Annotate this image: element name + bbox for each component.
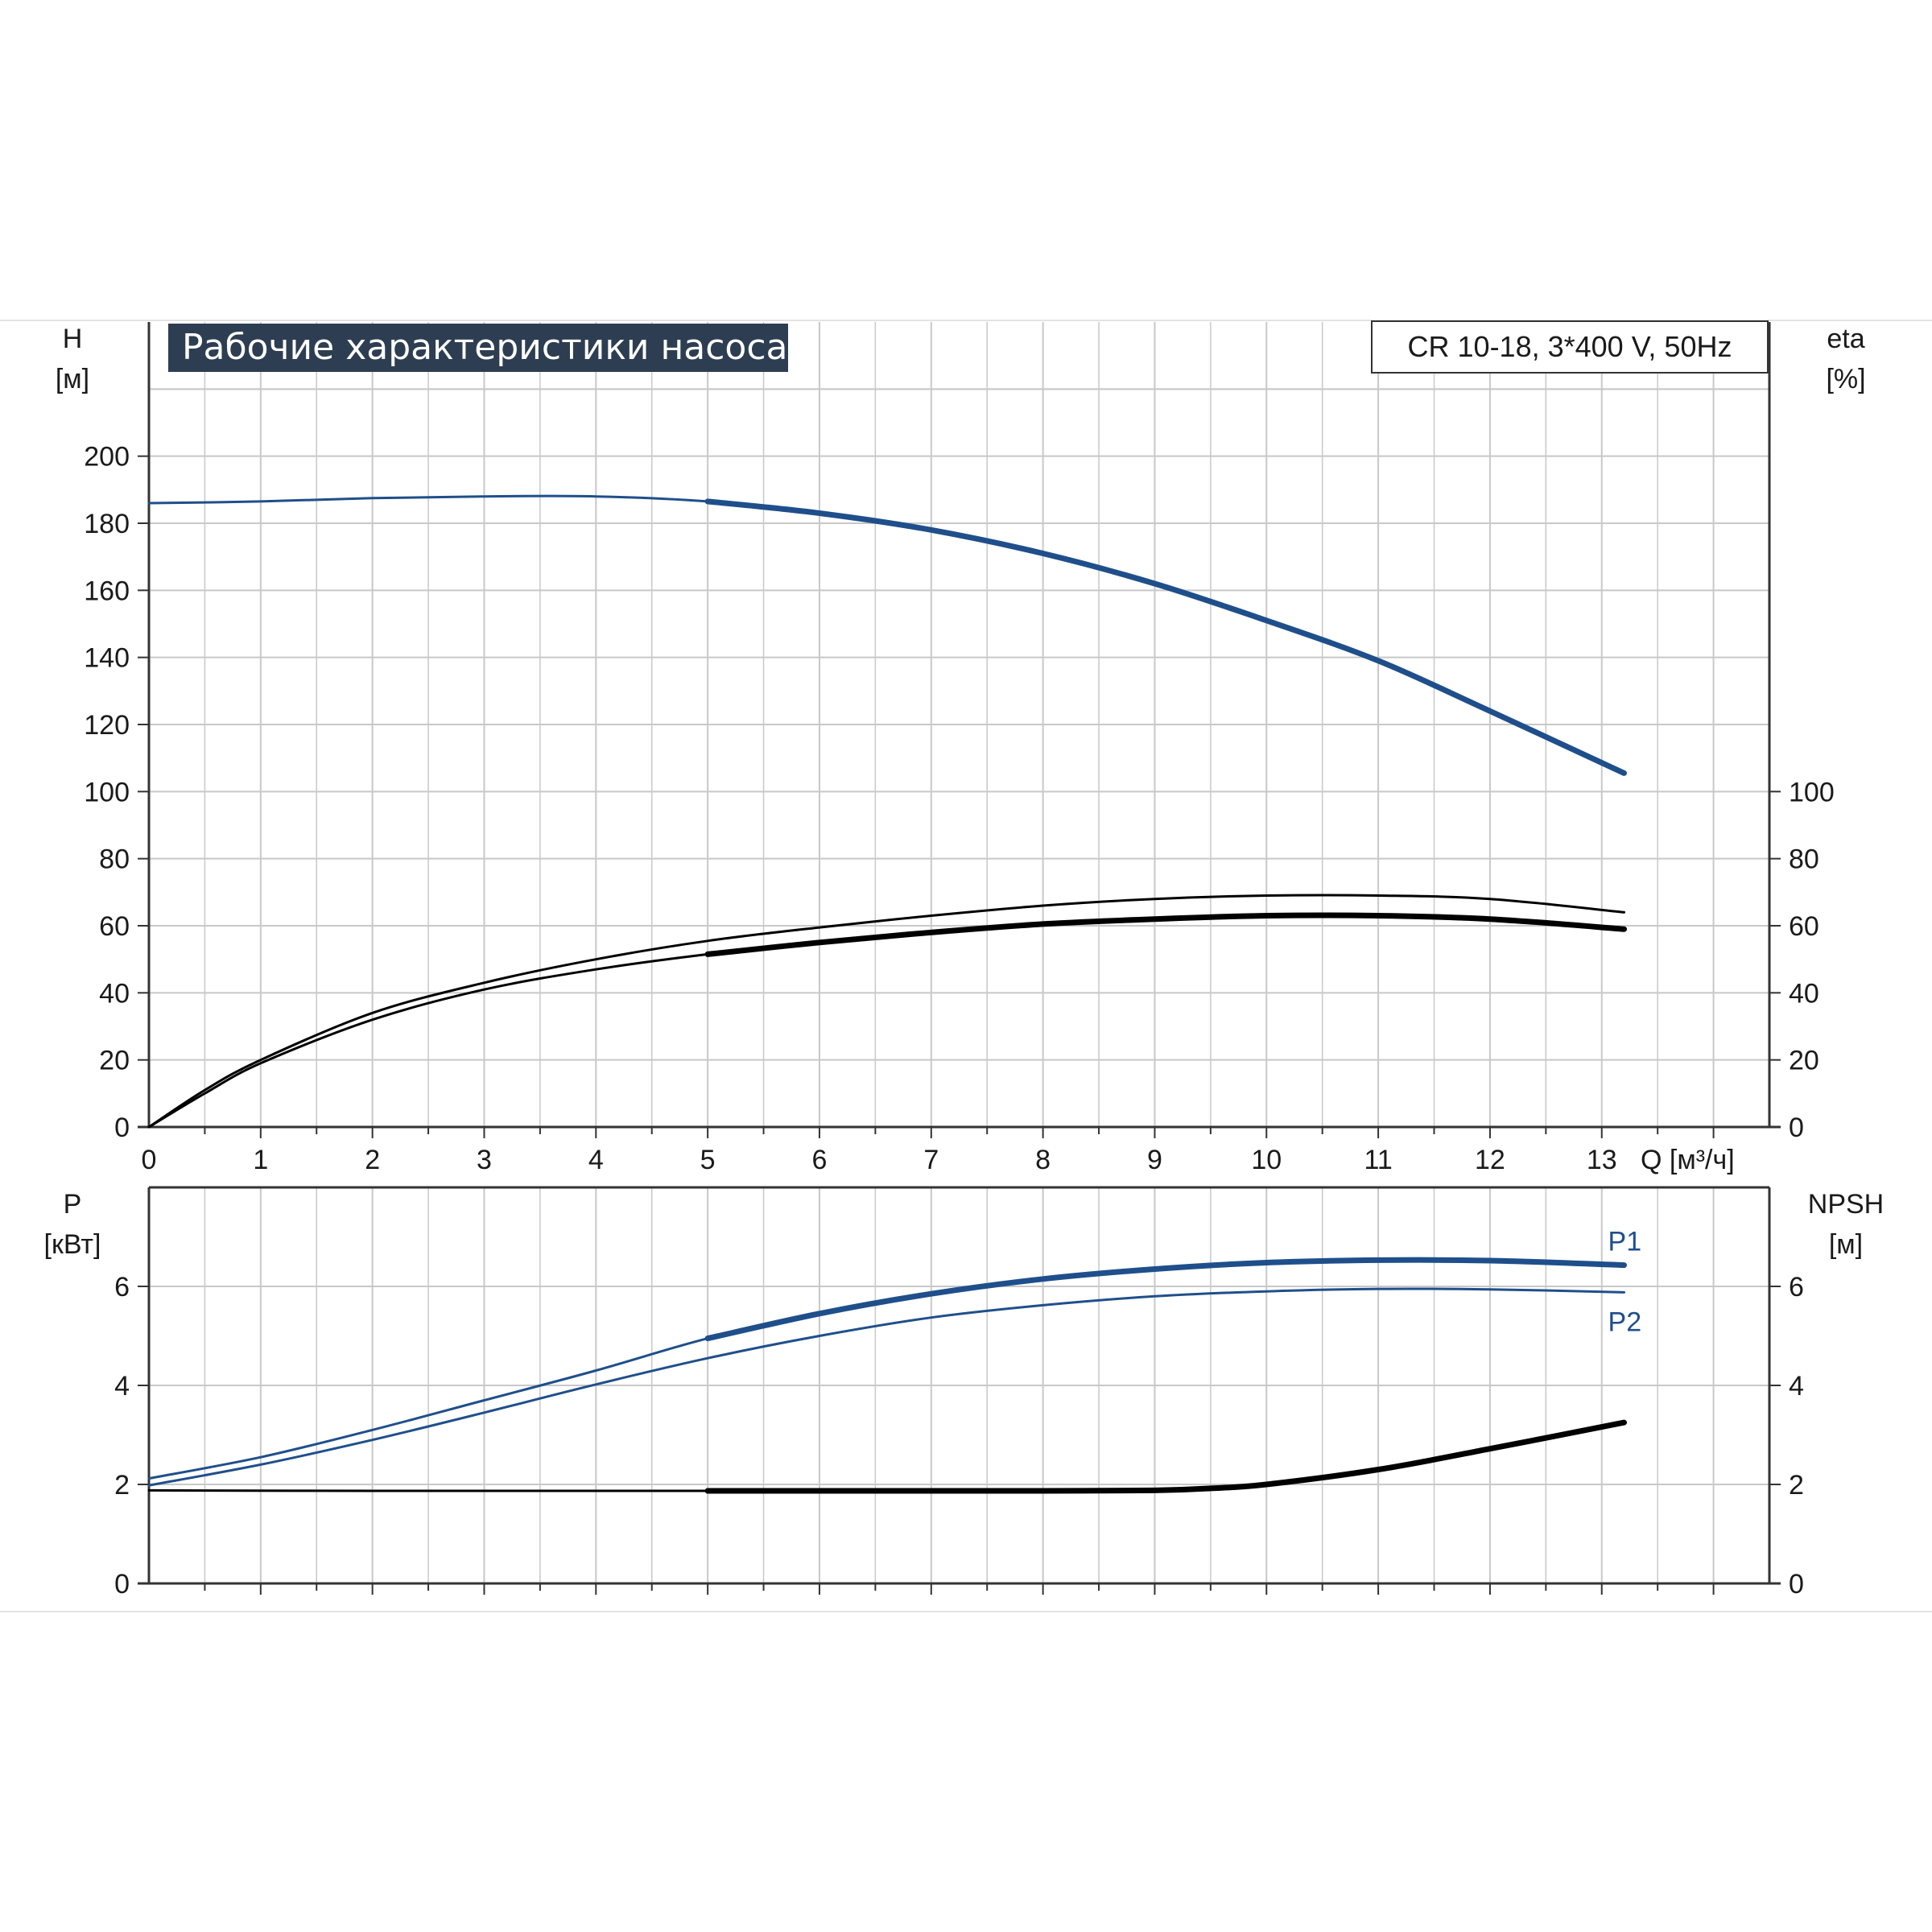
- y-right-tick-label: 80: [1789, 844, 1819, 875]
- series-line-duty-range: [704, 1419, 1627, 1494]
- y-right-axis-unit: [%]: [1826, 364, 1865, 394]
- y-left-tick-label: 160: [84, 576, 130, 606]
- y-left-axis-title: P: [64, 1189, 82, 1220]
- y-right-tick-label: 4: [1789, 1371, 1804, 1402]
- series-line: [147, 1258, 1625, 1480]
- x-tick-label: 0: [142, 1145, 157, 1175]
- series-line-duty-range: [704, 912, 1627, 957]
- x-tick-label: 11: [1364, 1145, 1392, 1175]
- x-tick-label: 13: [1587, 1145, 1617, 1175]
- y-left-tick-label: 40: [99, 978, 130, 1009]
- y-left-axis-unit: [кВт]: [44, 1229, 101, 1260]
- series-line-duty-range: [704, 1257, 1627, 1342]
- y-left-tick-label: 6: [114, 1272, 130, 1302]
- x-tick-label: 12: [1475, 1145, 1505, 1175]
- y-right-axis-title: eta: [1827, 324, 1864, 354]
- title-box: [168, 324, 788, 372]
- y-left-tick-label: 0: [114, 1113, 130, 1143]
- y-left-tick-label: 0: [114, 1569, 130, 1600]
- y-left-axis-title: H: [63, 324, 83, 354]
- y-right-tick-label: 2: [1789, 1470, 1804, 1501]
- x-axis-label: Q [м³/ч]: [1641, 1145, 1735, 1175]
- y-left-tick-label: 20: [99, 1046, 130, 1076]
- y-left-tick-label: 4: [114, 1371, 130, 1402]
- y-left-tick-label: 80: [99, 844, 130, 875]
- x-tick-label: 9: [1147, 1145, 1162, 1175]
- x-tick-label: 2: [365, 1145, 380, 1175]
- model-label: CR 10-18, 3*400 V, 50Hz: [1408, 330, 1732, 363]
- x-tick-label: 3: [477, 1145, 492, 1175]
- y-right-tick-label: 100: [1789, 777, 1835, 807]
- series-line: [147, 894, 1625, 1129]
- upper-panel: 0 20 40 60 80 100 120 140 160 180 200 0 20 40 60 80 100 0…: [56, 322, 1866, 1175]
- x-tick-label: 10: [1251, 1145, 1282, 1175]
- series-label: P2: [1608, 1307, 1642, 1337]
- model-box: [1371, 320, 1769, 374]
- series-line-duty-range: [704, 498, 1627, 776]
- y-left-tick-label: 120: [84, 710, 130, 741]
- series-line: [147, 494, 1625, 774]
- y-left-tick-label: 2: [114, 1470, 130, 1501]
- y-right-tick-label: 6: [1789, 1272, 1804, 1302]
- y-left-tick-label: 60: [99, 911, 130, 942]
- x-tick-label: 6: [812, 1145, 828, 1175]
- frame-lines: [0, 320, 1932, 1612]
- y-right-tick-label: 40: [1789, 978, 1819, 1009]
- y-left-axis-unit: [м]: [56, 364, 89, 394]
- series-line: [147, 914, 1625, 1129]
- overlays: Рабочие характеристики насоса CR 10-18, …: [168, 320, 1769, 374]
- series-label: P1: [1608, 1227, 1642, 1257]
- y-right-tick-label: 60: [1789, 911, 1819, 942]
- y-right-tick-label: 20: [1789, 1046, 1819, 1076]
- y-right-axis-unit: [м]: [1829, 1229, 1863, 1260]
- chart-title: Рабочие характеристики насоса: [182, 327, 787, 368]
- y-right-tick-label: 0: [1789, 1113, 1804, 1143]
- series-line: [147, 1421, 1625, 1492]
- x-tick-label: 8: [1035, 1145, 1051, 1175]
- x-tick-label: 4: [588, 1145, 604, 1175]
- lower-panel: 0 2 4 6 0 2 4 6 P [кВт] NPSH [м] P1 P2: [44, 1186, 1884, 1600]
- y-left-tick-label: 140: [84, 643, 130, 674]
- y-left-tick-label: 100: [84, 777, 130, 807]
- y-left-tick-label: 180: [84, 509, 130, 539]
- y-right-tick-label: 0: [1789, 1569, 1804, 1600]
- series-line: [147, 1287, 1625, 1487]
- x-tick-label: 1: [253, 1145, 268, 1175]
- y-left-tick-label: 200: [84, 442, 130, 473]
- x-tick-label: 7: [923, 1145, 939, 1175]
- y-right-axis-title: NPSH: [1808, 1189, 1884, 1220]
- x-tick-label: 5: [700, 1145, 716, 1175]
